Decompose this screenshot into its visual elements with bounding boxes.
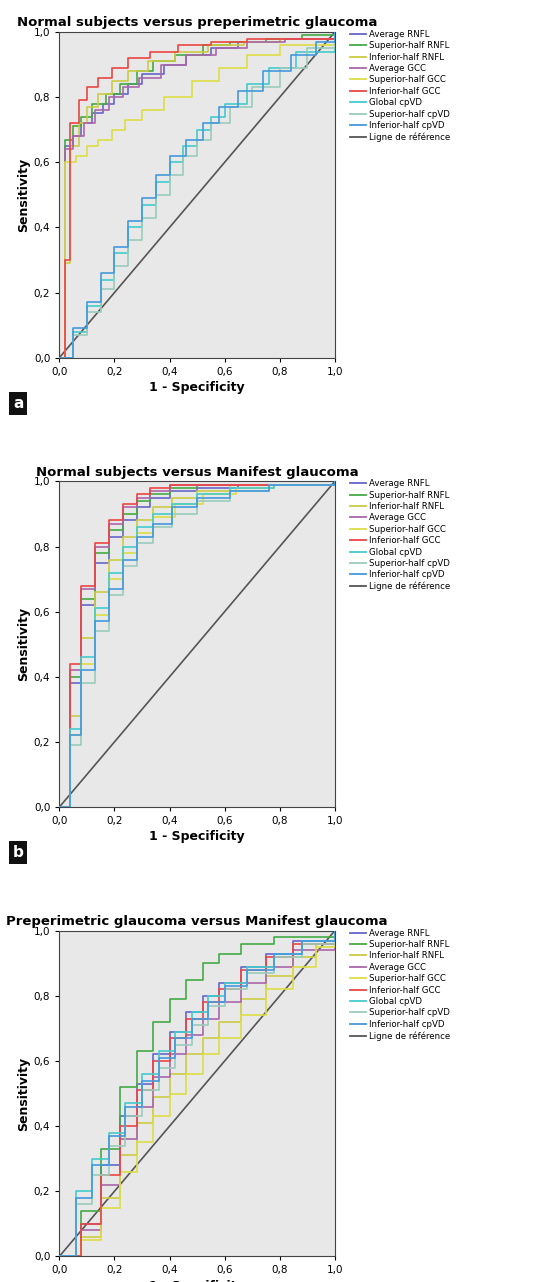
- Title: Preperimetric glaucoma versus Manifest glaucoma: Preperimetric glaucoma versus Manifest g…: [6, 915, 388, 928]
- Legend: Average RNFL, Superior-half RNFL, Inferior-half RNFL, Average GCC, Superior-half: Average RNFL, Superior-half RNFL, Inferi…: [350, 29, 450, 142]
- Legend: Average RNFL, Superior-half RNFL, Inferior-half RNFL, Average GCC, Superior-half: Average RNFL, Superior-half RNFL, Inferi…: [350, 928, 450, 1041]
- Text: a: a: [13, 396, 23, 410]
- Text: b: b: [12, 845, 24, 860]
- X-axis label: 1 - Specificity: 1 - Specificity: [149, 831, 245, 844]
- X-axis label: 1 - Specificity: 1 - Specificity: [149, 1279, 245, 1282]
- Title: Normal subjects versus preperimetric glaucoma: Normal subjects versus preperimetric gla…: [17, 17, 377, 29]
- Y-axis label: Sensitivity: Sensitivity: [17, 1056, 30, 1131]
- Title: Normal subjects versus Manifest glaucoma: Normal subjects versus Manifest glaucoma: [36, 465, 359, 479]
- Y-axis label: Sensitivity: Sensitivity: [17, 608, 30, 681]
- Legend: Average RNFL, Superior-half RNFL, Inferior-half RNFL, Average GCC, Superior-half: Average RNFL, Superior-half RNFL, Inferi…: [350, 479, 450, 591]
- X-axis label: 1 - Specificity: 1 - Specificity: [149, 381, 245, 394]
- Y-axis label: Sensitivity: Sensitivity: [17, 158, 30, 232]
